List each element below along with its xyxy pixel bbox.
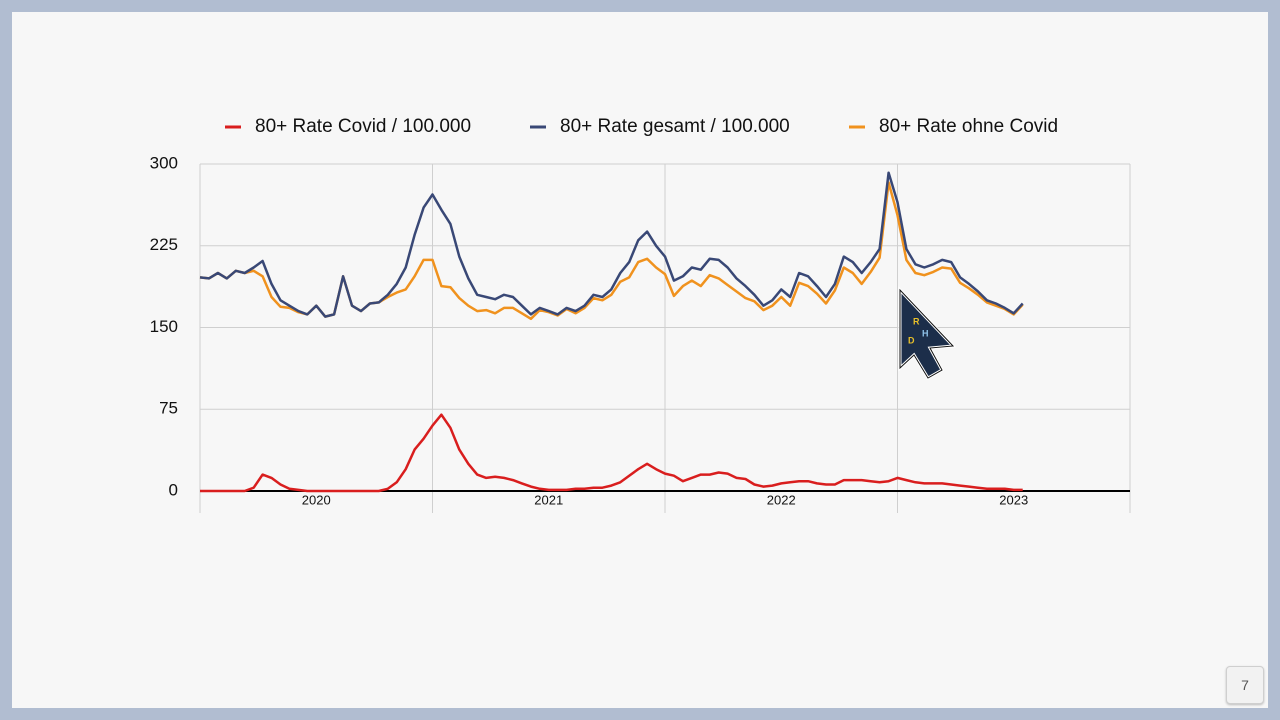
x-tick-label: 2023: [999, 492, 1028, 507]
series-line: [199, 171, 1024, 318]
slide: [12, 12, 1268, 708]
y-tick-label: 300: [150, 153, 178, 172]
legend-label: 80+ Rate gesamt / 100.000: [560, 116, 790, 137]
plot: 0 75 150 225 300 2020 2021 2022 2023 80+ Rate Cov…: [150, 116, 1130, 507]
cursor: R D H: [898, 286, 957, 381]
y-tick-label: 75: [159, 399, 178, 418]
legend-item: 80+ Rate ohne Covid: [849, 116, 1058, 137]
x-tick-label: 2021: [534, 492, 563, 507]
x-tick-label: 2022: [767, 492, 796, 507]
legend-item: 80+ Rate gesamt / 100.000: [530, 116, 790, 137]
cursor-letter: D: [908, 335, 915, 345]
y-tick-label: 150: [150, 317, 178, 336]
cursor-letter: H: [922, 328, 929, 338]
legend-label: 80+ Rate Covid / 100.000: [255, 116, 471, 137]
y-tick-label: 225: [150, 235, 178, 254]
legend-label: 80+ Rate ohne Covid: [879, 116, 1058, 137]
cursor-outline: [899, 288, 955, 379]
y-tick-label: 0: [169, 480, 178, 499]
series-line: [200, 413, 1023, 493]
cursor-letter: R: [913, 316, 920, 326]
legend-item: 80+ Rate Covid / 100.000: [225, 116, 471, 137]
vertical-grid: [199, 164, 1131, 513]
page-number: 7: [1226, 666, 1264, 704]
x-tick-label: 2020: [302, 492, 331, 507]
